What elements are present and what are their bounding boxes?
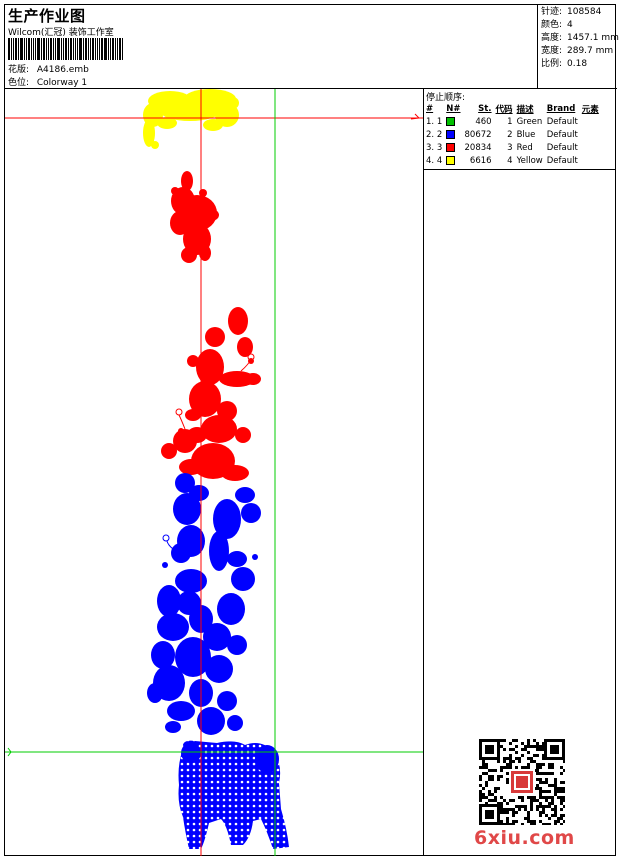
row-brand: Default [546, 142, 578, 153]
row-code: 2 [507, 129, 513, 140]
production-worksheet: 生产作业图 Wilcom(汇冠) 装饰工作室 花版: A4186.emb 色位:… [4, 4, 619, 856]
design-stats: 针迹: 108584 颜色: 4 高度: 1457.1 mm 宽度: 289.7 mm … [537, 5, 619, 88]
colorway-label: 色位: [8, 78, 30, 88]
stat-value: 4 [567, 20, 573, 30]
stat-colors: 颜色: 4 [541, 19, 617, 32]
stat-stitches: 针迹: 108584 [541, 6, 617, 19]
row-index: 3. 3 [426, 142, 443, 153]
stat-scale: 比例: 0.18 [541, 58, 617, 71]
colorway-row: 色位: Colorway 1 [8, 75, 87, 88]
col-stitches: St. [478, 103, 492, 114]
row-brand: Default [546, 129, 578, 140]
stat-value: 108584 [567, 7, 602, 17]
stat-value: 289.7 mm [567, 46, 614, 56]
embroidery-preview [5, 89, 424, 856]
stop-sequence-panel: 停止顺序: # N# St. 代码 描述 Brand 元素 1. 1 460 1 Gr… [424, 89, 616, 856]
table-row: 3. 3 20834 3 Red Default [425, 141, 602, 154]
row-element [581, 154, 602, 167]
stat-label: 针迹: [541, 7, 563, 17]
table-row: 2. 2 80672 2 Blue Default [425, 128, 602, 141]
row-swatch [445, 141, 463, 154]
stat-label: 宽度: [541, 46, 563, 56]
site-watermark: 6xiu.com [474, 827, 575, 849]
stat-label: 高度: [541, 33, 563, 43]
stat-label: 颜色: [541, 20, 563, 30]
row-description: Green [516, 116, 543, 127]
stat-height: 高度: 1457.1 mm [541, 32, 619, 45]
row-code: 1 [507, 116, 513, 127]
color-swatch [446, 129, 456, 139]
col-description: 描述 [516, 104, 534, 115]
worksheet-title: 生产作业图 [8, 7, 86, 25]
row-code: 3 [507, 142, 513, 153]
red-tendrils [175, 353, 255, 430]
col-index: # [426, 103, 434, 114]
row-swatch [445, 115, 463, 128]
col-brand: Brand [546, 103, 576, 114]
barcode [8, 38, 124, 60]
row-description: Red [516, 142, 533, 153]
table-header-row: # N# St. 代码 描述 Brand 元素 [425, 102, 602, 115]
row-index: 1. 1 [426, 116, 443, 127]
row-stitches: 460 [475, 116, 492, 127]
company-name: Wilcom(汇冠) 装饰工作室 [8, 28, 114, 38]
design-row: 花版: A4186.emb [8, 62, 89, 75]
col-element: 元素 [581, 104, 599, 115]
color-swatch [446, 116, 456, 126]
col-needle: N# [446, 103, 461, 114]
design-label: 花版: [8, 65, 30, 75]
row-swatch [445, 154, 463, 167]
colorway-value: Colorway 1 [36, 78, 88, 88]
table-row: 1. 1 460 1 Green Default [425, 115, 602, 128]
row-element [581, 115, 602, 128]
row-stitches: 20834 [464, 142, 492, 153]
stat-label: 比例: [541, 59, 563, 69]
row-brand: Default [546, 155, 578, 166]
table-row: 4. 4 6616 4 Yellow Default [425, 154, 602, 167]
row-code: 4 [507, 155, 513, 166]
red-upper-bouquet [170, 171, 219, 263]
row-description: Yellow [516, 155, 543, 166]
stop-sequence-title: 停止顺序: [426, 93, 466, 103]
panel-divider [424, 169, 616, 170]
embroidery-artwork [5, 89, 423, 856]
worksheet-header: 生产作业图 Wilcom(汇冠) 装饰工作室 花版: A4186.emb 色位:… [5, 5, 619, 89]
row-swatch [445, 128, 463, 141]
blue-elephant-base [178, 740, 289, 849]
row-stitches: 6616 [469, 155, 492, 166]
stat-value: 1457.1 mm [567, 33, 619, 43]
row-stitches: 80672 [464, 129, 492, 140]
guide-lines [5, 89, 423, 856]
qr-code [479, 739, 565, 825]
color-swatch [446, 155, 456, 165]
row-element [581, 141, 602, 154]
row-index: 2. 2 [426, 129, 443, 140]
blue-tendrils [162, 534, 174, 550]
stat-value: 0.18 [567, 59, 588, 69]
row-description: Blue [516, 129, 536, 140]
col-code: 代码 [495, 104, 513, 115]
stat-width: 宽度: 289.7 mm [541, 45, 617, 58]
stop-sequence-table: # N# St. 代码 描述 Brand 元素 1. 1 460 1 Green Def… [425, 102, 602, 167]
row-brand: Default [546, 116, 578, 127]
design-filename: A4186.emb [36, 65, 89, 75]
red-middle-floral [161, 307, 261, 481]
row-element [581, 128, 602, 141]
blue-floral [147, 473, 261, 735]
yellow-motif [143, 89, 239, 149]
row-index: 4. 4 [426, 155, 443, 166]
color-swatch [446, 142, 456, 152]
